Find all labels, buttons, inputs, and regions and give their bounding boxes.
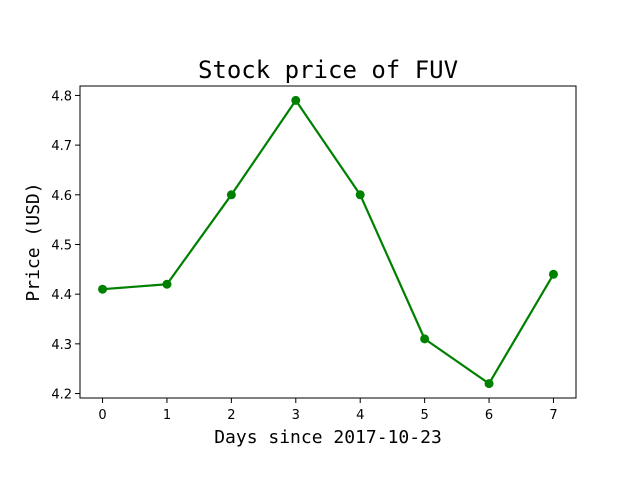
y-tick-label: 4.4 — [51, 288, 72, 303]
data-point — [98, 284, 108, 294]
x-axis: 0 1 2 3 4 5 6 7 — [98, 398, 558, 423]
chart-title: Stock price of FUV — [198, 56, 458, 84]
data-point — [548, 269, 558, 279]
plot-area-frame — [79, 85, 577, 399]
x-axis-label: Days since 2017-10-23 — [214, 427, 442, 448]
x-tick-label: 4 — [356, 408, 364, 423]
x-tick-label: 3 — [292, 408, 300, 423]
series-line — [102, 99, 555, 385]
x-tick-label: 5 — [420, 408, 428, 423]
data-point — [162, 279, 172, 289]
data-point — [291, 95, 301, 105]
y-tick-label: 4.5 — [51, 238, 72, 253]
y-tick-label: 4.8 — [51, 89, 72, 104]
x-tick-label: 6 — [485, 408, 493, 423]
data-point — [355, 190, 365, 200]
y-tick-label: 4.2 — [51, 388, 72, 403]
y-tick-label: 4.3 — [51, 338, 72, 353]
data-point — [226, 190, 236, 200]
y-tick-label: 4.7 — [51, 139, 72, 154]
x-tick-label: 0 — [98, 408, 106, 423]
x-tick-label: 7 — [549, 408, 557, 423]
data-point — [420, 334, 430, 344]
x-tick-label: 2 — [227, 408, 235, 423]
x-tick-label: 1 — [163, 408, 171, 423]
y-tick-label: 4.6 — [51, 189, 72, 204]
data-point — [484, 379, 494, 389]
y-axis: 4.2 4.3 4.4 4.5 4.6 4.7 4.8 — [51, 89, 80, 403]
series-group — [98, 95, 558, 389]
y-axis-label: Price (USD) — [23, 182, 44, 301]
